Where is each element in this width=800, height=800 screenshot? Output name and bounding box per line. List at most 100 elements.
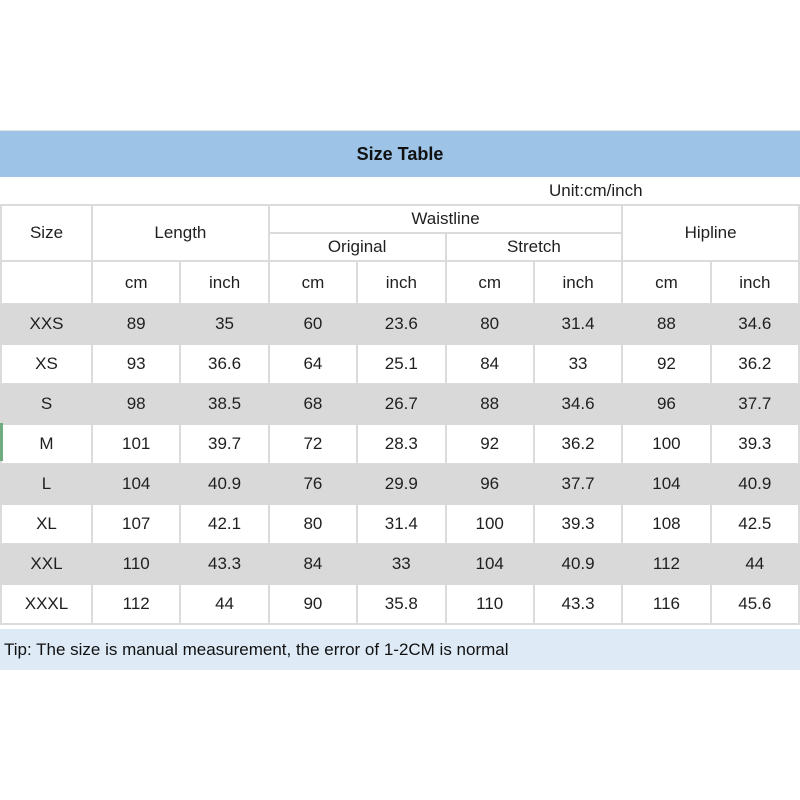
unit-cell: cm: [90, 260, 182, 305]
unit-label: Unit:cm/inch: [549, 180, 643, 200]
unit-cell: inch: [356, 260, 447, 305]
value-cell: 42.5: [709, 503, 800, 545]
size-table-block: Size Table Unit:cm/inch Size Length Wais…: [0, 130, 800, 670]
tip-bar: Tip: The size is manual measurement, the…: [0, 629, 800, 670]
value-cell: 116: [621, 583, 712, 625]
value-cell: 110: [444, 583, 535, 625]
value-cell: 84: [267, 543, 359, 585]
value-cell: 40.9: [532, 543, 624, 585]
value-cell: 43.3: [532, 583, 624, 625]
value-cell: 68: [267, 383, 359, 425]
size-table-body: XXS 89 35 60 23.6 80 31.4 88 34.6 XS 93 36.6 64 25.1 8…: [0, 303, 800, 625]
value-cell: 64: [267, 343, 359, 385]
value-cell: 29.9: [356, 463, 447, 505]
value-cell: 31.4: [356, 503, 447, 545]
value-cell: 101: [90, 423, 182, 465]
value-cell: 44: [179, 583, 270, 625]
value-cell: 39.3: [709, 423, 800, 465]
size-cell: S: [0, 383, 93, 425]
value-cell: 43.3: [179, 543, 270, 585]
value-cell: 40.9: [709, 463, 800, 505]
value-cell: 96: [444, 463, 535, 505]
value-cell: 60: [267, 303, 359, 345]
table-row: XXL 110 43.3 84 33 104 40.9 112 44: [0, 543, 800, 585]
unit-cell: cm: [444, 260, 535, 305]
value-cell: 92: [621, 343, 712, 385]
value-cell: 39.3: [532, 503, 624, 545]
value-cell: 96: [621, 383, 712, 425]
value-cell: 112: [621, 543, 712, 585]
header-stretch: Stretch: [444, 232, 624, 262]
value-cell: 108: [621, 503, 712, 545]
value-cell: 36.2: [532, 423, 624, 465]
value-cell: 90: [267, 583, 359, 625]
value-cell: 33: [356, 543, 447, 585]
value-cell: 76: [267, 463, 359, 505]
title-bar: Size Table: [0, 130, 800, 177]
value-cell: 88: [621, 303, 712, 345]
unit-cell: cm: [621, 260, 712, 305]
value-cell: 100: [621, 423, 712, 465]
value-cell: 38.5: [179, 383, 270, 425]
value-cell: 37.7: [709, 383, 800, 425]
value-cell: 104: [621, 463, 712, 505]
header-empty-cell: [0, 260, 93, 305]
value-cell: 34.6: [709, 303, 800, 345]
size-cell: M: [0, 423, 93, 465]
value-cell: 36.2: [709, 343, 800, 385]
value-cell: 42.1: [179, 503, 270, 545]
size-cell: XXXL: [0, 583, 93, 625]
header-size: Size: [0, 204, 93, 262]
value-cell: 104: [90, 463, 182, 505]
size-table-header: Size Length Waistline Hipline Original S…: [0, 204, 800, 305]
unit-cell: inch: [179, 260, 270, 305]
value-cell: 39.7: [179, 423, 270, 465]
table-row: XL 107 42.1 80 31.4 100 39.3 108 42.5: [0, 503, 800, 545]
value-cell: 80: [267, 503, 359, 545]
table-row: L 104 40.9 76 29.9 96 37.7 104 40.9: [0, 463, 800, 505]
value-cell: 44: [709, 543, 800, 585]
header-waistline: Waistline: [267, 204, 624, 234]
value-cell: 100: [444, 503, 535, 545]
table-row: XXXL 112 44 90 35.8 110 43.3 116 45.6: [0, 583, 800, 625]
value-cell: 89: [90, 303, 182, 345]
size-cell: XL: [0, 503, 93, 545]
value-cell: 33: [532, 343, 624, 385]
header-original: Original: [267, 232, 447, 262]
unit-row: Unit:cm/inch: [0, 177, 800, 204]
header-length: Length: [91, 204, 270, 262]
table-row: XXS 89 35 60 23.6 80 31.4 88 34.6: [0, 303, 800, 345]
value-cell: 84: [444, 343, 535, 385]
value-cell: 23.6: [356, 303, 447, 345]
table-row: M 101 39.7 72 28.3 92 36.2 100 39.3: [0, 423, 800, 465]
value-cell: 92: [444, 423, 535, 465]
value-cell: 31.4: [532, 303, 624, 345]
value-cell: 93: [90, 343, 182, 385]
value-cell: 37.7: [532, 463, 624, 505]
value-cell: 36.6: [179, 343, 270, 385]
value-cell: 28.3: [356, 423, 447, 465]
value-cell: 45.6: [709, 583, 800, 625]
value-cell: 112: [90, 583, 182, 625]
value-cell: 80: [444, 303, 535, 345]
size-cell: XS: [0, 343, 93, 385]
page-title: Size Table: [356, 143, 444, 164]
size-cell: L: [0, 463, 93, 505]
value-cell: 104: [444, 543, 535, 585]
green-accent-stripe: [0, 423, 3, 461]
value-cell: 35.8: [356, 583, 447, 625]
value-cell: 40.9: [179, 463, 270, 505]
unit-cell: inch: [709, 260, 800, 305]
table-row: XS 93 36.6 64 25.1 84 33 92 36.2: [0, 343, 800, 385]
value-cell: 26.7: [356, 383, 447, 425]
value-cell: 25.1: [356, 343, 447, 385]
size-cell: XXL: [0, 543, 93, 585]
header-hipline: Hipline: [621, 204, 800, 262]
size-table: Size Length Waistline Hipline Original S…: [0, 204, 800, 625]
value-cell: 34.6: [532, 383, 624, 425]
value-cell: 107: [90, 503, 182, 545]
tip-text: Tip: The size is manual measurement, the…: [4, 639, 509, 659]
table-row: S 98 38.5 68 26.7 88 34.6 96 37.7: [0, 383, 800, 425]
unit-cell: cm: [267, 260, 359, 305]
